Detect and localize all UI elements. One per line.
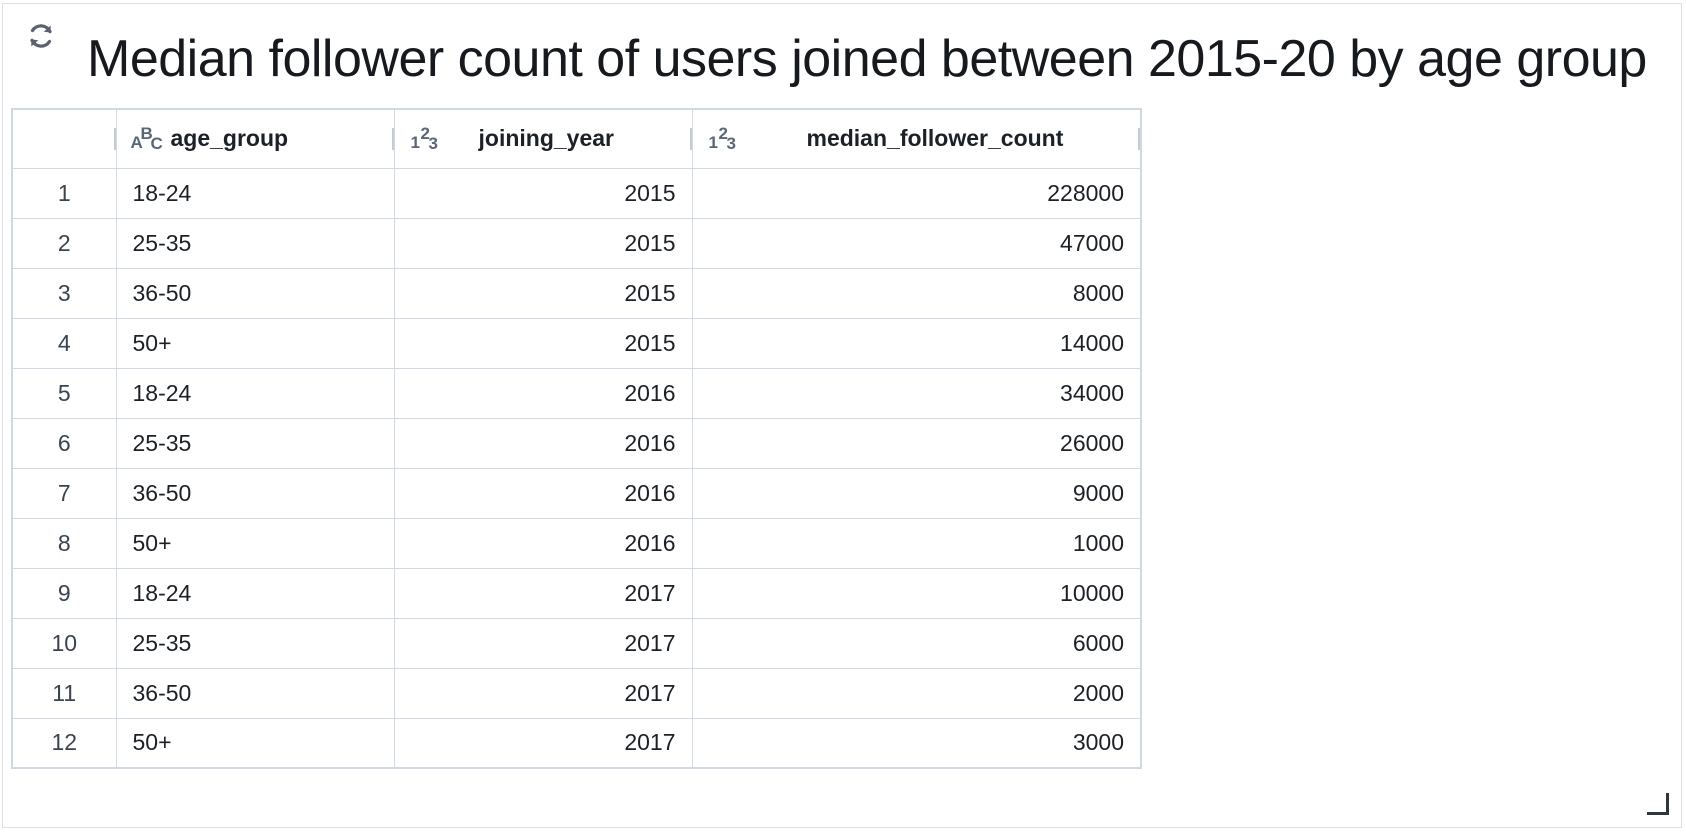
joining-year-cell[interactable]: 2017 — [393, 617, 693, 669]
table-row[interactable]: 11 36-50 2017 2000 — [11, 667, 1142, 719]
type-glyph: 1 — [410, 132, 420, 152]
joining-year-cell[interactable]: 2015 — [393, 217, 693, 269]
joining-year-cell[interactable]: 2016 — [393, 367, 693, 419]
median-follower-count-cell[interactable]: 9000 — [691, 467, 1142, 519]
resize-handle-icon[interactable] — [1647, 793, 1669, 815]
age-group-cell[interactable]: 36-50 — [115, 267, 395, 319]
row-index-cell[interactable]: 7 — [11, 467, 117, 519]
age-group-cell[interactable]: 18-24 — [115, 167, 395, 219]
row-index-cell[interactable]: 12 — [11, 717, 117, 769]
table-row[interactable]: 3 36-50 2015 8000 — [11, 267, 1142, 319]
table-header: A B C age_group 1 2 — [11, 108, 1142, 169]
median-follower-count-cell[interactable]: 47000 — [691, 217, 1142, 269]
column-header-age-group[interactable]: A B C age_group — [115, 108, 395, 169]
age-group-cell[interactable]: 36-50 — [115, 467, 395, 519]
refresh-icon-svg — [30, 24, 52, 48]
results-table-container: A B C age_group 1 2 — [11, 108, 1142, 769]
age-group-cell[interactable]: 50+ — [115, 317, 395, 369]
row-index-cell[interactable]: 9 — [11, 567, 117, 619]
median-follower-count-cell[interactable]: 1000 — [691, 517, 1142, 569]
table-row[interactable]: 1 18-24 2015 228000 — [11, 167, 1142, 219]
median-follower-count-cell[interactable]: 2000 — [691, 667, 1142, 719]
joining-year-cell[interactable]: 2015 — [393, 317, 693, 369]
type-glyph: 1 — [708, 132, 718, 152]
type-glyph: B — [140, 123, 153, 143]
table-row[interactable]: 7 36-50 2016 9000 — [11, 467, 1142, 519]
age-group-cell[interactable]: 18-24 — [115, 367, 395, 419]
joining-year-cell[interactable]: 2015 — [393, 267, 693, 319]
column-header-label: median_follower_count — [806, 125, 1064, 152]
median-follower-count-cell[interactable]: 228000 — [691, 167, 1142, 219]
age-group-cell[interactable]: 25-35 — [115, 617, 395, 669]
joining-year-cell[interactable]: 2017 — [393, 567, 693, 619]
table-row[interactable]: 4 50+ 2015 14000 — [11, 317, 1142, 369]
column-header-label: age_group — [170, 125, 289, 152]
median-follower-count-cell[interactable]: 14000 — [691, 317, 1142, 369]
table-row[interactable]: 2 25-35 2015 47000 — [11, 217, 1142, 269]
row-index-cell[interactable]: 6 — [11, 417, 117, 469]
row-index-cell[interactable]: 4 — [11, 317, 117, 369]
panel-title: Median follower count of users joined be… — [87, 30, 1647, 88]
row-index-cell[interactable]: 1 — [11, 167, 117, 219]
age-group-cell[interactable]: 18-24 — [115, 567, 395, 619]
table-row[interactable]: 5 18-24 2016 34000 — [11, 367, 1142, 419]
type-glyph: C — [150, 133, 163, 153]
joining-year-cell[interactable]: 2016 — [393, 417, 693, 469]
refresh-icon[interactable] — [23, 18, 59, 54]
age-group-cell[interactable]: 50+ — [115, 517, 395, 569]
row-index-cell[interactable]: 11 — [11, 667, 117, 719]
column-resize-divider[interactable] — [689, 128, 692, 150]
column-resize-divider[interactable] — [113, 128, 116, 150]
string-type-icon: A B C — [131, 124, 169, 154]
age-group-cell[interactable]: 25-35 — [115, 417, 395, 469]
column-header-index — [11, 108, 117, 169]
median-follower-count-cell[interactable]: 3000 — [691, 717, 1142, 769]
type-glyph: A — [130, 132, 143, 152]
joining-year-cell[interactable]: 2016 — [393, 517, 693, 569]
median-follower-count-cell[interactable]: 6000 — [691, 617, 1142, 669]
age-group-cell[interactable]: 36-50 — [115, 667, 395, 719]
type-glyph: 3 — [726, 133, 736, 153]
number-type-icon: 1 2 3 — [409, 124, 447, 154]
age-group-cell[interactable]: 50+ — [115, 717, 395, 769]
column-header-median-follower-count[interactable]: 1 2 3 median_follower_count — [691, 108, 1142, 169]
row-index-cell[interactable]: 8 — [11, 517, 117, 569]
table-row[interactable]: 6 25-35 2016 26000 — [11, 417, 1142, 469]
column-resize-divider[interactable] — [1138, 128, 1140, 150]
row-index-cell[interactable]: 5 — [11, 367, 117, 419]
table-row[interactable]: 9 18-24 2017 10000 — [11, 567, 1142, 619]
results-table: A B C age_group 1 2 — [11, 108, 1142, 769]
table-row[interactable]: 10 25-35 2017 6000 — [11, 617, 1142, 669]
median-follower-count-cell[interactable]: 10000 — [691, 567, 1142, 619]
median-follower-count-cell[interactable]: 34000 — [691, 367, 1142, 419]
row-index-cell[interactable]: 3 — [11, 267, 117, 319]
row-index-cell[interactable]: 2 — [11, 217, 117, 269]
query-result-panel: Median follower count of users joined be… — [2, 3, 1682, 828]
median-follower-count-cell[interactable]: 8000 — [691, 267, 1142, 319]
joining-year-cell[interactable]: 2016 — [393, 467, 693, 519]
column-header-joining-year[interactable]: 1 2 3 joining_year — [393, 108, 693, 169]
table-row[interactable]: 8 50+ 2016 1000 — [11, 517, 1142, 569]
joining-year-cell[interactable]: 2017 — [393, 717, 693, 769]
number-type-icon: 1 2 3 — [707, 124, 745, 154]
table-body: 1 18-24 2015 228000 2 25-35 2015 47000 3 36-50 201… — [11, 167, 1142, 769]
joining-year-cell[interactable]: 2017 — [393, 667, 693, 719]
median-follower-count-cell[interactable]: 26000 — [691, 417, 1142, 469]
type-glyph: 2 — [420, 123, 430, 143]
type-glyph: 3 — [428, 133, 438, 153]
age-group-cell[interactable]: 25-35 — [115, 217, 395, 269]
column-resize-divider[interactable] — [391, 128, 394, 150]
table-row[interactable]: 12 50+ 2017 3000 — [11, 717, 1142, 769]
type-glyph: 2 — [718, 123, 728, 143]
table-header-row: A B C age_group 1 2 — [11, 108, 1142, 169]
row-index-cell[interactable]: 10 — [11, 617, 117, 669]
column-header-label: joining_year — [478, 125, 614, 152]
joining-year-cell[interactable]: 2015 — [393, 167, 693, 219]
